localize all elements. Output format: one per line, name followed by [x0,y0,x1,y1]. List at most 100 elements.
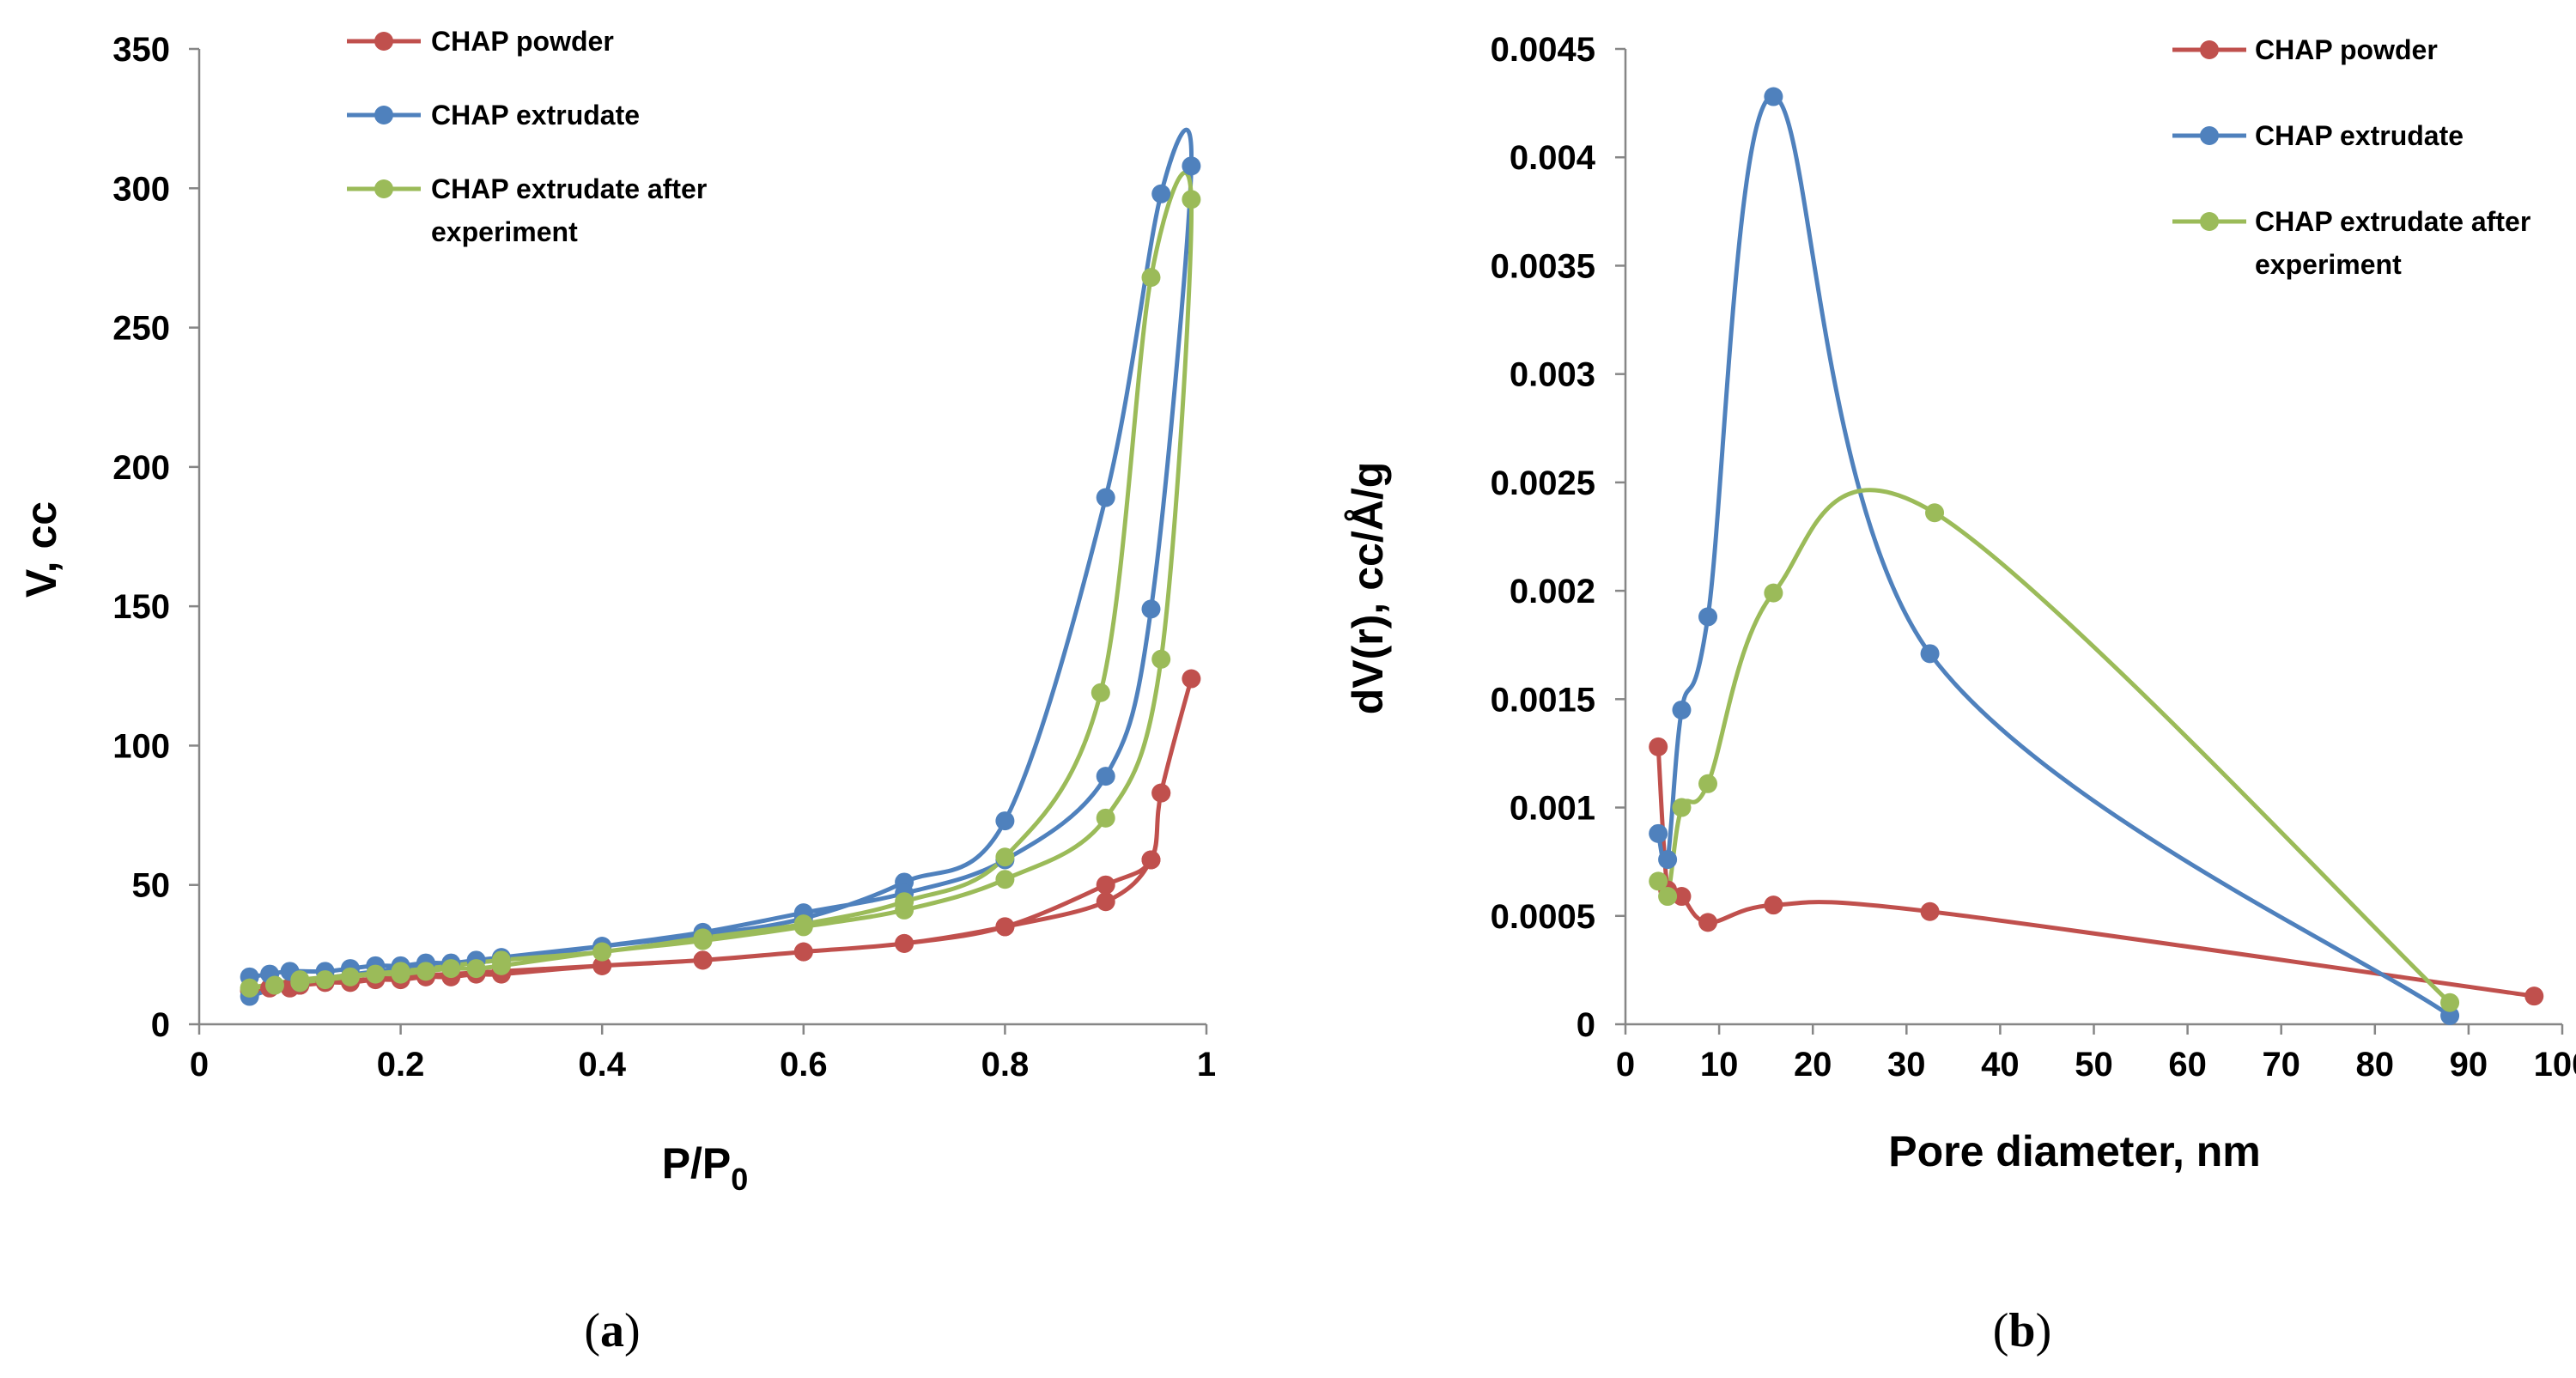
x-tick-label-b: 20 [1794,1046,1832,1084]
data-point-a-3 [1182,190,1201,209]
x-tick-label-b: 50 [2075,1046,2113,1084]
data-point-b-1 [1764,895,1783,915]
y-tick-label-a: 100 [112,727,170,765]
x-tick-label-a: 0.6 [780,1046,828,1084]
data-point-a-2 [1096,488,1115,507]
x-tick-label-a: 0.2 [377,1046,425,1084]
x-tick-label-b: 40 [1981,1046,2020,1084]
y-tick-label-b: 0 [1577,1006,1595,1044]
data-point-a-3 [1096,808,1115,828]
data-point-a-3 [466,959,486,979]
legend-marker-b-2 [2200,126,2219,145]
data-point-a-3 [416,962,435,981]
y-tick-label-a: 50 [132,867,171,905]
series-line-a-2 [247,127,1194,999]
data-point-a-3 [1091,683,1110,702]
data-point-a-3 [264,975,284,995]
data-point-a-3 [290,970,310,990]
plot-area-b: 0 0.0005 0.001 0.0015 0.002 0.0025 0.003 0.0035… [1491,31,2576,1084]
data-point-b-3 [1764,583,1783,603]
legend-label-line2: experiment [431,216,578,247]
data-point-b-2 [1920,644,1940,664]
y-tick-label-b: 0.0005 [1491,898,1595,936]
data-point-a-1 [895,933,914,953]
data-point-a-3 [793,914,813,934]
data-point-b-2 [1764,87,1783,106]
plot-area-a: 0 50 100 150 200 250 300 350 0 0.2 0.4 0.6 0.8 1 CHAP … [112,26,1216,1084]
data-point-a-1 [1096,875,1115,895]
x-tick-label-b: 30 [1887,1046,1926,1084]
y-tick-label-a: 250 [112,310,170,348]
data-point-b-3 [1658,887,1678,907]
data-point-b-2 [1672,700,1692,719]
x-tick-label-b: 10 [1700,1046,1739,1084]
legend-label-line1: CHAP extrudate after [2255,206,2530,237]
y-tick-label-a: 0 [151,1006,170,1044]
data-point-a-2 [1182,156,1201,176]
data-point-b-3 [2440,993,2460,1012]
data-point-b-1 [1649,737,1668,756]
x-tick-label-b: 80 [2356,1046,2395,1084]
legend-marker-a-3 [374,179,393,198]
panel-label-b-text: b [2008,1304,2035,1357]
data-point-b-1 [1698,913,1718,932]
x-tick-label-a: 0.4 [578,1046,626,1084]
y-tick-label-b: 0.0035 [1491,247,1595,285]
chart-panel-a: 0 50 100 150 200 250 300 350 0 0.2 0.4 0.6 0.8 1 CHAP … [17,26,1216,1357]
chart-panel-b: 0 0.0005 0.001 0.0015 0.002 0.0025 0.003 0.0035… [1344,31,2576,1357]
legend-label-a-3: CHAP extrudate after experiment [431,173,707,247]
data-point-a-1 [592,956,612,975]
x-axis-title-a: P/P0 [662,1139,749,1197]
legend-b: CHAP powder CHAP extrudate CHAP extrudate … [2172,34,2530,280]
panel-label-a-text: a [600,1304,624,1357]
y-axis-title-a: V, cc [17,501,65,598]
data-point-b-3 [1672,798,1692,817]
data-point-b-3 [1925,503,1945,523]
y-tick-label-b: 0.0025 [1491,464,1595,502]
y-tick-label-a: 150 [112,588,170,626]
data-point-a-1 [1182,669,1201,689]
data-point-a-1 [1096,892,1115,912]
data-point-a-1 [793,942,813,962]
data-point-b-1 [1672,887,1692,907]
legend-marker-a-2 [374,106,393,124]
legend-label-a-2: CHAP extrudate [431,100,640,131]
data-point-a-3 [491,950,511,970]
data-point-b-2 [2440,1005,2460,1025]
data-point-a-3 [995,847,1015,867]
y-tick-label-b: 0.002 [1510,573,1595,610]
legend-label-b-1: CHAP powder [2255,34,2438,65]
data-point-a-3 [1151,649,1171,669]
x-tick-label-b: 0 [1616,1046,1635,1084]
data-point-a-3 [995,870,1015,889]
x-tick-label-a: 1 [1197,1046,1216,1084]
data-point-a-2 [995,811,1015,831]
data-point-a-3 [441,959,461,979]
legend-label-line2: experiment [2255,249,2402,280]
data-point-b-2 [1649,823,1668,843]
data-point-a-2 [1151,184,1171,203]
data-point-b-3 [1698,774,1718,793]
x-axis-title-a-main: P/P [662,1139,732,1187]
data-point-a-1 [995,917,1015,937]
y-tick-label-a: 350 [112,31,170,69]
legend-label-b-2: CHAP extrudate [2255,120,2464,151]
x-axis-title-a-sub: 0 [731,1162,748,1197]
legend-marker-a-1 [374,32,393,51]
x-tick-label-a: 0.8 [981,1046,1030,1084]
data-point-b-1 [2524,986,2544,1006]
panel-label-b-close: ) [2036,1304,2052,1357]
data-point-a-3 [315,970,335,990]
x-axis-title-b: Pore diameter, nm [1888,1127,2261,1175]
x-tick-label-b: 70 [2262,1046,2300,1084]
panel-label-a-open: ( [584,1304,600,1357]
data-point-b-2 [1698,607,1718,627]
legend-a: CHAP powder CHAP extrudate CHAP extrudate … [347,26,707,247]
data-point-a-3 [693,928,713,948]
data-point-b-1 [1920,901,1940,921]
series-line-b-3 [1656,488,2452,1005]
legend-label-b-3: CHAP extrudate after experiment [2255,206,2530,280]
data-point-a-3 [366,964,386,984]
data-point-a-2 [1096,767,1115,786]
y-tick-label-b: 0.003 [1510,356,1595,394]
